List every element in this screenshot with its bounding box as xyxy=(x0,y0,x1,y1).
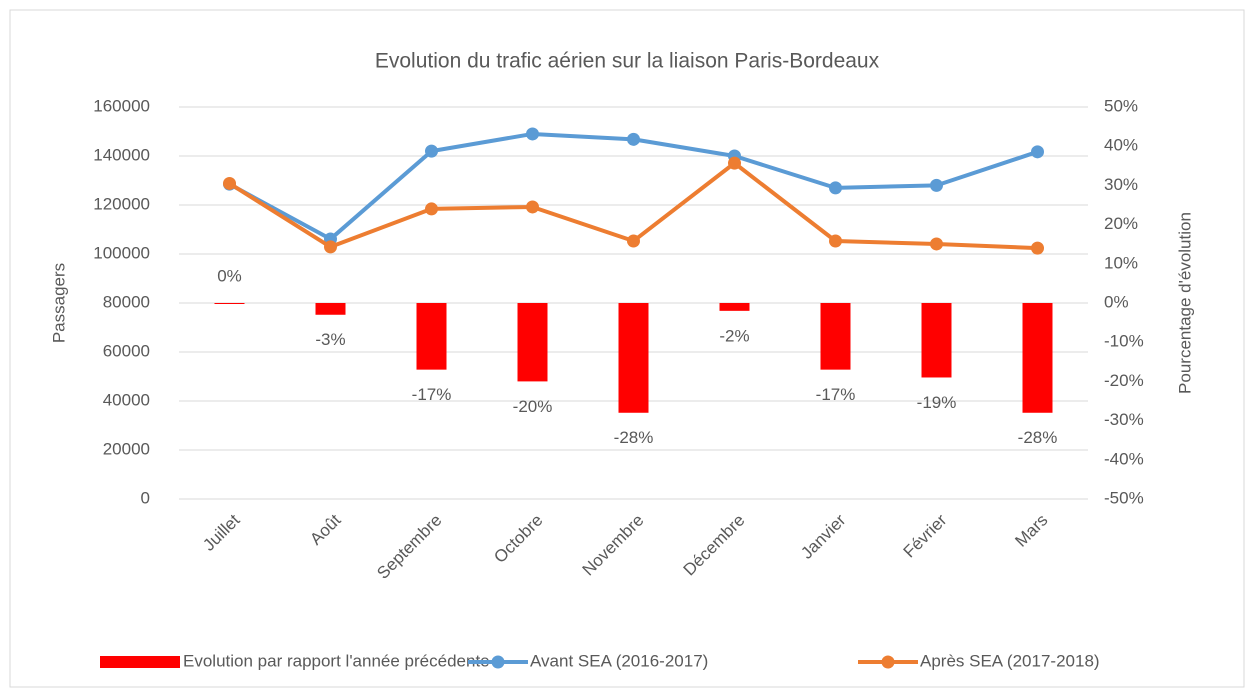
y2-tick-label: -30% xyxy=(1104,410,1144,429)
data-label: -20% xyxy=(513,397,553,416)
bar xyxy=(517,303,548,382)
marker xyxy=(930,237,943,251)
marker xyxy=(1031,241,1044,255)
chart-title: Evolution du trafic aérien sur la liaiso… xyxy=(375,50,880,73)
legend-label: Avant SEA (2016-2017) xyxy=(530,651,708,670)
y2-tick-label: 50% xyxy=(1104,96,1138,115)
bar xyxy=(315,303,346,315)
y2-tick-label: 10% xyxy=(1104,253,1138,272)
data-label: -3% xyxy=(315,330,345,349)
marker xyxy=(930,178,943,192)
data-label: -28% xyxy=(1018,428,1058,447)
y-tick-label: 80000 xyxy=(103,292,150,311)
bar xyxy=(719,303,750,311)
y-tick-label: 100000 xyxy=(93,243,150,262)
bar xyxy=(214,303,245,304)
marker xyxy=(223,176,236,190)
y-tick-label: 120000 xyxy=(93,194,150,213)
data-label: -17% xyxy=(816,385,856,404)
bar xyxy=(416,303,447,370)
data-label: -2% xyxy=(719,326,749,345)
marker xyxy=(425,144,438,158)
marker xyxy=(1031,145,1044,159)
bar xyxy=(820,303,851,370)
data-label: -28% xyxy=(614,428,654,447)
y-axis-title: Passagers xyxy=(49,263,68,343)
bar xyxy=(618,303,649,413)
marker xyxy=(526,127,539,141)
marker xyxy=(627,132,640,146)
y2-axis-title: Pourcentage d'évolution xyxy=(1175,212,1194,394)
y-tick-label: 60000 xyxy=(103,341,150,360)
y-tick-label: 0 xyxy=(141,488,150,507)
y2-tick-label: 40% xyxy=(1104,136,1138,155)
data-label: -17% xyxy=(412,385,452,404)
marker xyxy=(627,234,640,248)
y-tick-label: 140000 xyxy=(93,145,150,164)
y-tick-label: 20000 xyxy=(103,439,150,458)
y-tick-label: 40000 xyxy=(103,390,150,409)
marker xyxy=(526,200,539,214)
bar xyxy=(1022,303,1053,413)
y2-tick-label: 0% xyxy=(1104,292,1129,311)
y2-tick-label: 30% xyxy=(1104,175,1138,194)
legend-label: Evolution par rapport l'année précédente xyxy=(183,651,490,670)
marker xyxy=(829,234,842,248)
legend-label: Après SEA (2017-2018) xyxy=(920,651,1100,670)
y2-tick-label: -20% xyxy=(1104,371,1144,390)
y2-tick-label: -10% xyxy=(1104,332,1144,351)
bar xyxy=(921,303,952,378)
legend-swatch xyxy=(100,656,180,668)
y2-tick-label: -50% xyxy=(1104,488,1144,507)
legend-marker xyxy=(881,655,895,669)
marker xyxy=(425,202,438,216)
data-label: 0% xyxy=(217,266,242,285)
data-label: -19% xyxy=(917,393,957,412)
marker xyxy=(728,156,741,170)
legend-marker xyxy=(491,655,505,669)
y2-tick-label: 20% xyxy=(1104,214,1138,233)
y-tick-label: 160000 xyxy=(93,96,150,115)
marker xyxy=(829,181,842,195)
y2-tick-label: -40% xyxy=(1104,449,1144,468)
marker xyxy=(324,240,337,254)
